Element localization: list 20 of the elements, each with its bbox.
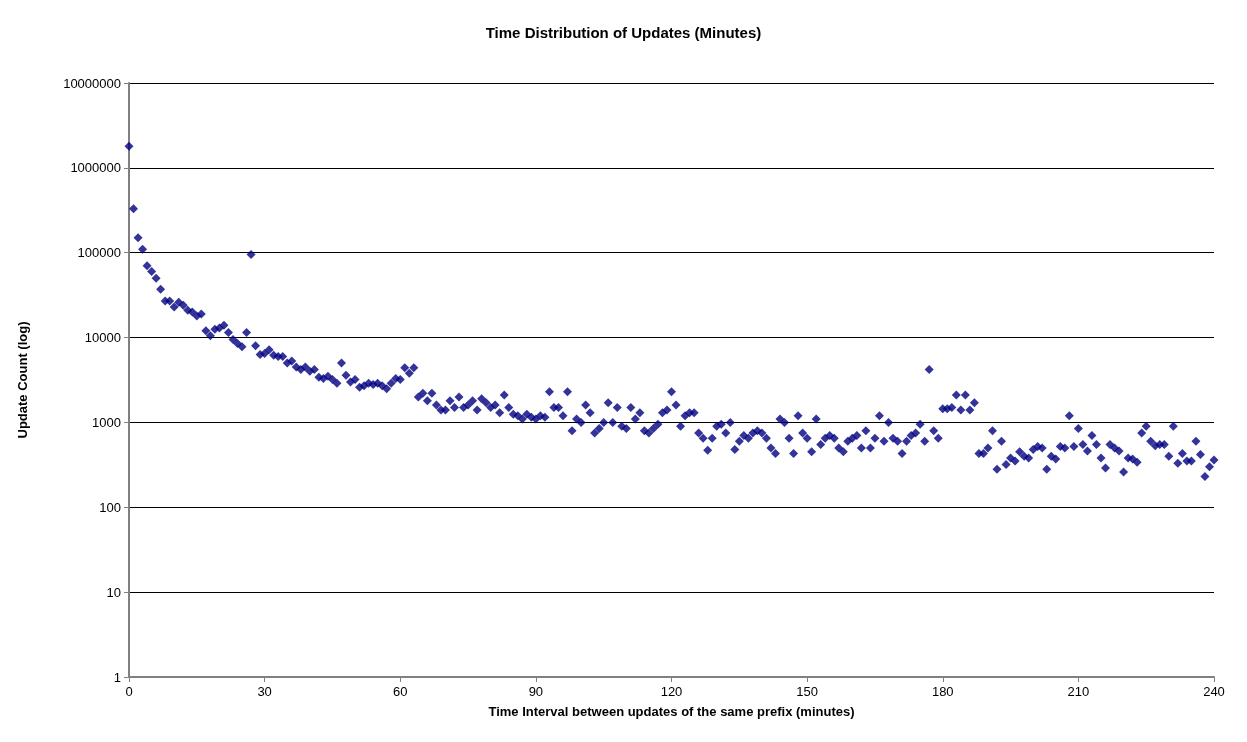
x-tick-label: 240 [1203,684,1225,699]
y-tick-label: 10000 [84,330,121,346]
x-tick-label: 210 [1067,684,1090,699]
y-tick-label: 1000000 [70,160,121,176]
y-tick-label: 100 [99,499,121,515]
x-tick-label: 90 [528,684,544,699]
x-tick-label: 120 [660,684,683,699]
x-tick-label: 150 [796,684,818,699]
y-tick-label: 1000 [92,414,121,430]
x-tick-label: 60 [393,684,408,699]
x-axis-title: Time Interval between updates of the same prefix (minutes) [488,704,855,719]
y-tick-label: 10000000 [63,75,121,91]
y-tick-label: 100000 [77,245,121,261]
x-tick-label: 180 [931,684,954,699]
x-tick-label: 30 [257,684,272,699]
y-axis-title: Update Count (log) [15,321,30,439]
x-tick-label: 0 [125,684,133,699]
y-tick-label: 10 [106,584,121,600]
chart-title: Time Distribution of Updates (Minutes) [485,24,762,41]
y-tick-label: 1 [113,669,121,685]
